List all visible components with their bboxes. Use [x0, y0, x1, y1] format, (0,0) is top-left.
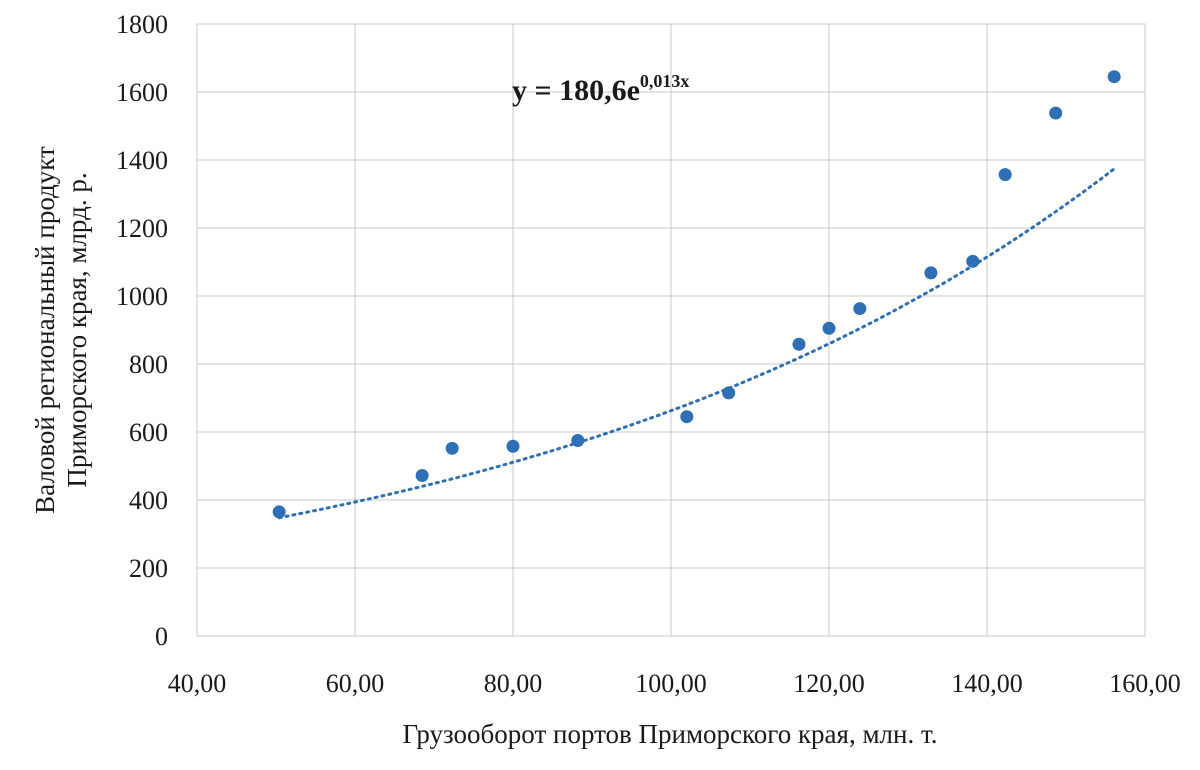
y-tick-label: 200 [129, 554, 168, 583]
data-point [722, 386, 736, 400]
x-axis-tick-labels: 40,00 60,00 80,00 100,00 120,00 140,00 160,00 [168, 669, 1181, 698]
y-tick-label: 1200 [116, 214, 168, 243]
y-axis-title-line-2: Приморского края, млрд. р. [62, 172, 92, 487]
data-point [792, 337, 806, 351]
data-point [272, 505, 286, 519]
data-point [998, 168, 1012, 182]
x-tick-label: 60,00 [326, 669, 385, 698]
data-point [1049, 106, 1063, 120]
data-point [924, 266, 938, 280]
data-point [822, 321, 836, 335]
y-tick-label: 1400 [116, 146, 168, 175]
y-axis-title: Валовой региональный продукт Приморского… [30, 146, 92, 514]
y-tick-label: 1800 [116, 10, 168, 39]
y-tick-label: 1000 [116, 282, 168, 311]
y-tick-label: 0 [155, 622, 168, 651]
y-axis-title-line-1: Валовой региональный продукт [30, 146, 60, 514]
data-point [680, 410, 694, 424]
trendline-equation: y = 180,6e0,013x [512, 71, 689, 107]
plot-area-frame [196, 23, 1146, 637]
x-tick-label: 80,00 [484, 669, 543, 698]
data-point [415, 469, 429, 483]
data-points [272, 70, 1121, 519]
trendline-equation-exponent: 0,013x [640, 71, 690, 91]
y-tick-label: 600 [129, 418, 168, 447]
trendline-equation-main: y = 180,6e [512, 74, 640, 107]
x-tick-label: 120,00 [793, 669, 865, 698]
y-tick-label: 800 [129, 350, 168, 379]
x-axis-title: Грузооборот портов Приморского края, млн… [403, 719, 938, 749]
y-tick-label: 1600 [116, 78, 168, 107]
grid [196, 23, 1146, 637]
x-tick-label: 100,00 [635, 669, 707, 698]
data-point [966, 254, 980, 268]
x-tick-label: 160,00 [1109, 669, 1181, 698]
data-point [571, 434, 585, 447]
trendline [277, 167, 1116, 520]
data-point [853, 302, 867, 316]
data-point [1107, 70, 1121, 84]
x-tick-label: 140,00 [951, 669, 1023, 698]
x-tick-label: 40,00 [168, 669, 227, 698]
y-axis-tick-labels: 0 200 400 600 800 1000 1200 1400 1600 1800 [116, 10, 168, 651]
data-point [445, 441, 459, 455]
data-point [506, 439, 520, 453]
y-tick-label: 400 [129, 486, 168, 515]
